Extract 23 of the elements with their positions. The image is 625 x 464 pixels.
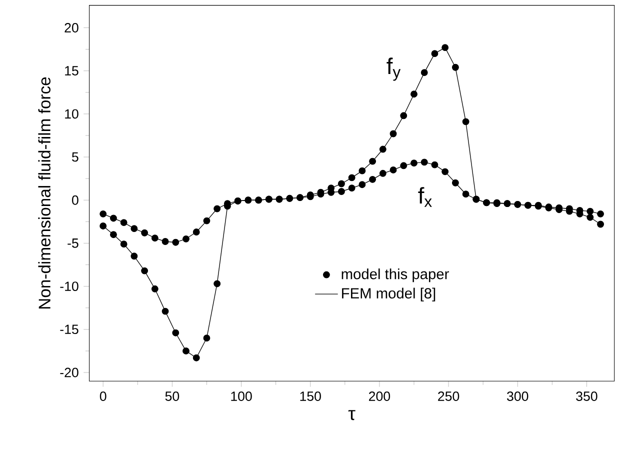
x-tick-label: 300 <box>507 392 528 402</box>
x-tick-label: 200 <box>369 392 390 402</box>
y-tick-label: 15 <box>65 66 78 76</box>
annotation: f$_{x}$ <box>418 187 432 208</box>
y-tick-label: 10 <box>65 109 78 119</box>
x-tick-label: 0 <box>100 392 106 402</box>
y-axis-title: Non-dimensional fluid-film force <box>38 77 50 309</box>
y-tick-label: 5 <box>72 152 78 162</box>
y-tick-label: -5 <box>68 238 78 248</box>
y-tick-label: 0 <box>72 196 78 205</box>
legend-label: FEM model [8] <box>342 288 436 302</box>
y-tick-label: -15 <box>60 324 78 334</box>
x-axis-title: τ <box>348 410 356 420</box>
x-tick-label: 150 <box>300 392 321 402</box>
annotation: f$_{y}$ <box>386 58 401 81</box>
x-tick-label: 350 <box>576 392 598 402</box>
y-tick-label: -10 <box>60 282 78 292</box>
x-tick-label: 100 <box>231 392 252 402</box>
legend-label: model this paper <box>342 268 449 282</box>
x-tick-label: 250 <box>438 392 460 402</box>
y-tick-label: 20 <box>64 23 78 33</box>
y-tick-label: -20 <box>60 368 78 378</box>
x-tick-label: 50 <box>165 392 180 402</box>
